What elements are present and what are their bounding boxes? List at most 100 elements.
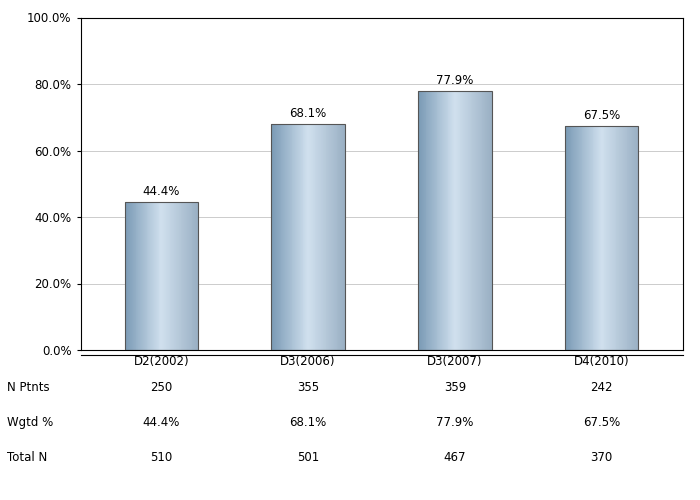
Bar (311, 124, 312, 350)
Bar (623, 126, 624, 350)
Bar (420, 91, 421, 350)
Bar (608, 126, 609, 350)
Bar (193, 202, 195, 350)
Bar (425, 91, 426, 350)
Bar (598, 126, 599, 350)
Bar (308, 124, 309, 350)
Bar (446, 91, 447, 350)
Bar (490, 91, 491, 350)
Bar (588, 126, 589, 350)
Bar (128, 202, 129, 350)
Bar (624, 126, 626, 350)
Bar (597, 126, 598, 350)
Bar (617, 126, 618, 350)
Bar (593, 126, 594, 350)
Bar (455, 91, 456, 350)
Bar (568, 126, 570, 350)
Bar (586, 126, 587, 350)
Bar (272, 124, 345, 350)
Bar (162, 202, 163, 350)
Bar (160, 202, 161, 350)
Bar (344, 124, 345, 350)
Bar (475, 91, 476, 350)
Bar (467, 91, 468, 350)
Bar (614, 126, 615, 350)
Bar (178, 202, 180, 350)
Bar (444, 91, 446, 350)
Bar (312, 124, 313, 350)
Bar (627, 126, 629, 350)
Bar (281, 124, 282, 350)
Bar (154, 202, 155, 350)
Bar (489, 91, 490, 350)
Text: Total N: Total N (7, 451, 48, 464)
Bar (314, 124, 316, 350)
Bar (487, 91, 488, 350)
Bar (418, 91, 491, 350)
Bar (279, 124, 281, 350)
Bar (631, 126, 632, 350)
Bar (319, 124, 320, 350)
Bar (463, 91, 464, 350)
Bar (301, 124, 302, 350)
Bar (309, 124, 310, 350)
Bar (134, 202, 136, 350)
Bar (477, 91, 478, 350)
Bar (132, 202, 133, 350)
Bar (419, 91, 420, 350)
Bar (332, 124, 333, 350)
Bar (422, 91, 423, 350)
Bar (163, 202, 164, 350)
Bar (482, 91, 484, 350)
Text: Wgtd %: Wgtd % (7, 416, 53, 429)
Bar (190, 202, 192, 350)
Bar (186, 202, 187, 350)
Bar (605, 126, 606, 350)
Bar (602, 126, 603, 350)
Bar (196, 202, 197, 350)
Bar (158, 202, 160, 350)
Bar (313, 124, 314, 350)
Bar (181, 202, 183, 350)
Bar (485, 91, 486, 350)
Bar (424, 91, 425, 350)
Bar (599, 126, 600, 350)
Bar (337, 124, 338, 350)
Bar (452, 91, 453, 350)
Bar (273, 124, 274, 350)
Bar (136, 202, 137, 350)
Bar (298, 124, 299, 350)
Bar (606, 126, 608, 350)
Bar (440, 91, 441, 350)
Bar (471, 91, 472, 350)
Bar (172, 202, 173, 350)
Bar (188, 202, 189, 350)
Bar (447, 91, 449, 350)
Bar (177, 202, 178, 350)
Bar (140, 202, 141, 350)
Text: 68.1%: 68.1% (290, 416, 327, 429)
Bar (583, 126, 584, 350)
Bar (462, 91, 463, 350)
Bar (286, 124, 287, 350)
Bar (443, 91, 444, 350)
Bar (421, 91, 422, 350)
Bar (295, 124, 296, 350)
Bar (320, 124, 321, 350)
Bar (329, 124, 330, 350)
Bar (305, 124, 307, 350)
Bar (480, 91, 481, 350)
Text: 501: 501 (297, 451, 319, 464)
Bar (479, 91, 480, 350)
Bar (612, 126, 614, 350)
Bar (340, 124, 341, 350)
Bar (166, 202, 167, 350)
Text: 355: 355 (297, 381, 319, 394)
Text: 370: 370 (591, 451, 613, 464)
Bar (287, 124, 288, 350)
Bar (284, 124, 285, 350)
Text: 68.1%: 68.1% (290, 106, 327, 120)
Bar (466, 91, 467, 350)
Bar (168, 202, 169, 350)
Bar (129, 202, 130, 350)
